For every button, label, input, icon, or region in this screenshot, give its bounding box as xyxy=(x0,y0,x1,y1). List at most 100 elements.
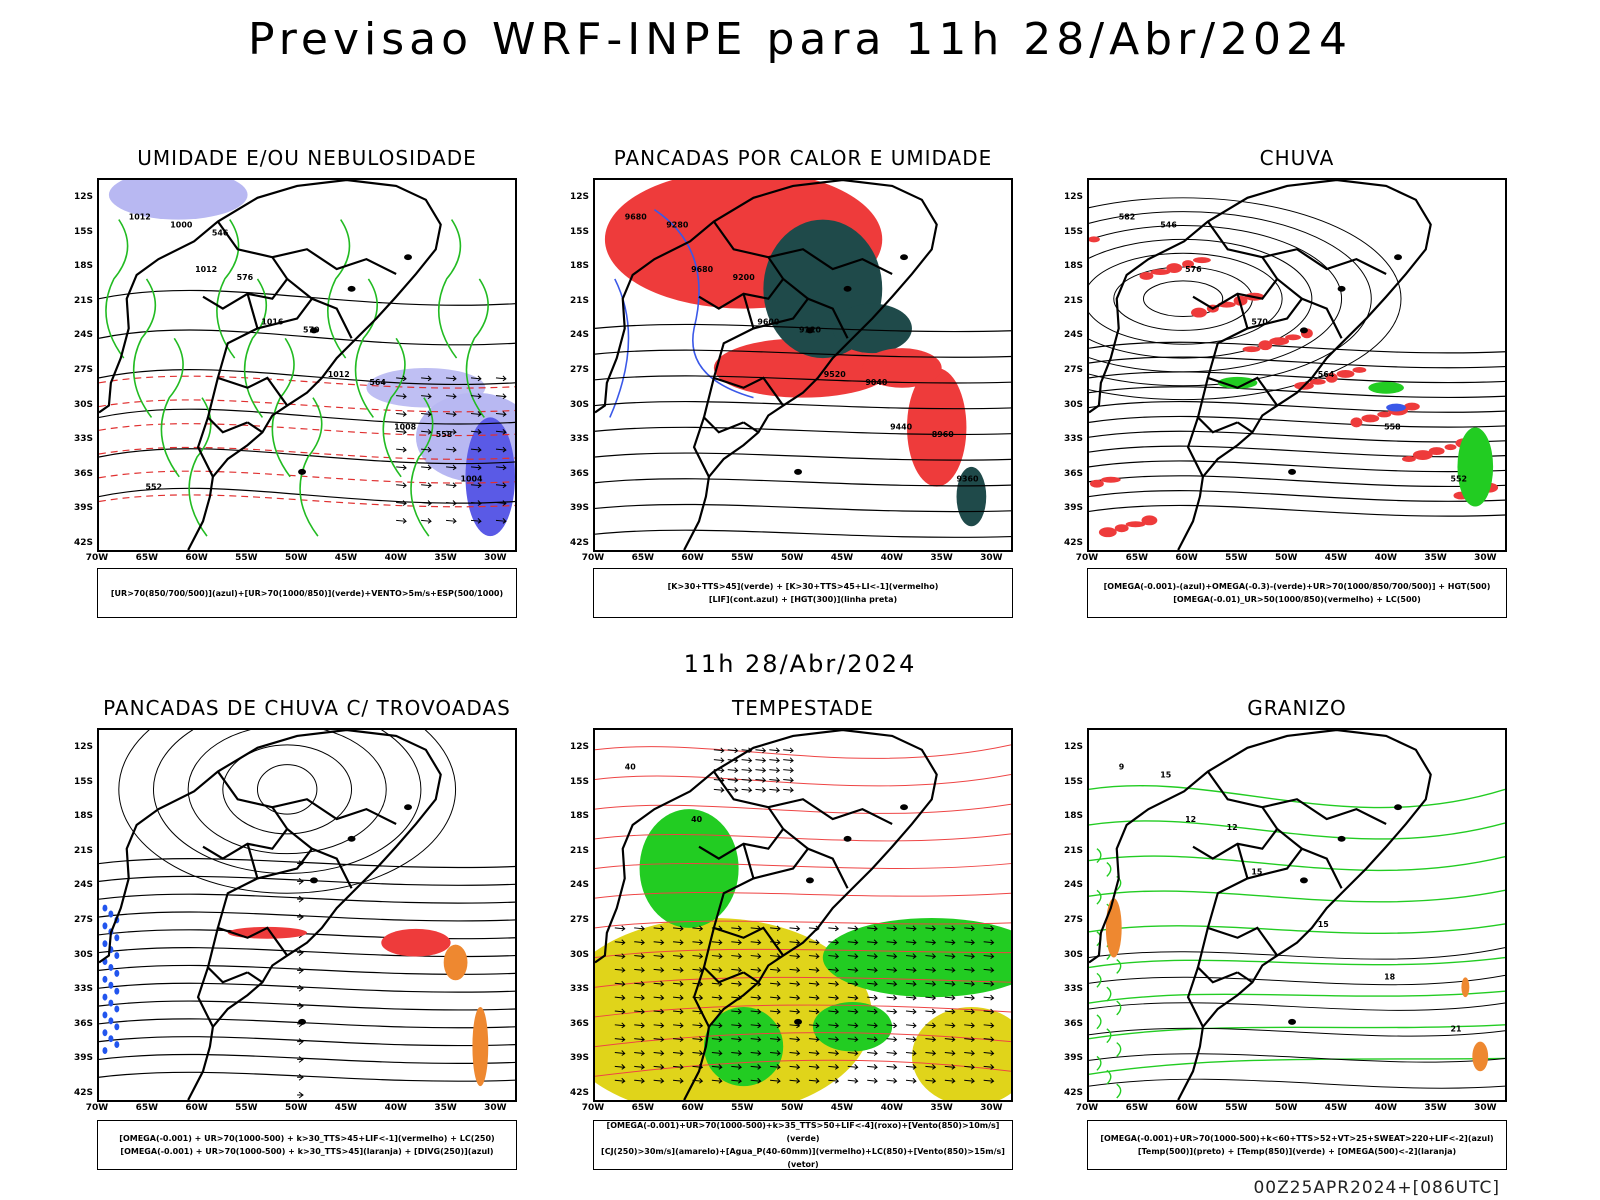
contour-label: 1008 xyxy=(394,422,417,431)
longitude-label: 50W xyxy=(780,1103,804,1113)
latitude-label: 36S xyxy=(1063,1018,1083,1029)
panel-title: PANCADAS DE CHUVA C/ TROVOADAS xyxy=(103,696,511,720)
contour-label: 570 xyxy=(303,325,320,334)
contour-label: 546 xyxy=(1160,220,1177,229)
longitude-label: 65W xyxy=(631,553,655,563)
latitude-label: 21S xyxy=(569,295,589,306)
contour-label: 18 xyxy=(1384,972,1396,981)
latitude-label: 15S xyxy=(1063,226,1083,237)
contour-label: 9680 xyxy=(691,265,714,274)
latitude-label: 12S xyxy=(569,192,589,202)
longitude-label: 30W xyxy=(980,1103,1003,1113)
latitude-label: 12S xyxy=(569,742,589,752)
panel-title: TEMPESTADE xyxy=(732,696,874,720)
contour-label: 21 xyxy=(1451,1025,1462,1034)
latitude-label: 24S xyxy=(569,330,589,341)
latitude-label: 42S xyxy=(1063,1088,1083,1098)
legend-line: [OMEGA(-0.001)+UR>70(1000-500)+k>35_TTS>… xyxy=(606,1121,1000,1143)
latitude-label: 30S xyxy=(569,399,589,410)
longitude-label: 35W xyxy=(930,1103,953,1113)
panel-title: PANCADAS POR CALOR E UMIDADE xyxy=(613,146,993,170)
legend-box: [OMEGA(-0.001) + UR>70(1000-500) + k>30_… xyxy=(97,1120,517,1170)
latitude-label: 39S xyxy=(569,503,589,514)
contour-label: 40 xyxy=(625,763,637,772)
latitude-label: 18S xyxy=(1063,261,1083,272)
latitude-label: 36S xyxy=(1063,468,1083,479)
longitude-label: 50W xyxy=(1274,553,1298,563)
latitude-label: 39S xyxy=(73,1053,93,1064)
forecast-map: 1012 1012 1016 1012 1008 1004 1000 576 570 564 558… xyxy=(97,178,517,552)
longitude-label: 40W xyxy=(1374,1103,1398,1113)
latitude-label: 39S xyxy=(1063,1053,1083,1064)
latitude-label: 27S xyxy=(73,365,93,375)
longitude-label: 45W xyxy=(334,1103,358,1113)
latitude-label: 33S xyxy=(569,984,589,995)
longitude-label: 70W xyxy=(85,1103,109,1113)
legend-box: [K>30+TTS>45](verde) + [K>30+TTS>45+LI<-… xyxy=(593,568,1013,618)
forecast-map: 582 576 570 564 558 552 546 xyxy=(1087,178,1507,552)
latitude-label: 15S xyxy=(73,776,93,787)
legend-line: [Temp(500)](preto) + [Temp(850)](verde) … xyxy=(1137,1147,1457,1156)
legend-line: [UR>70(850/700/500)](azul)+[UR>70(1000/8… xyxy=(110,588,504,598)
contour-label: 558 xyxy=(1384,422,1401,431)
latitude-label: 30S xyxy=(1063,949,1083,960)
longitude-label: 45W xyxy=(1324,1103,1348,1113)
longitude-label: 55W xyxy=(1225,1103,1248,1113)
latitude-label: 24S xyxy=(569,880,589,891)
longitude-label: 70W xyxy=(1075,1103,1099,1113)
latitude-label: 33S xyxy=(1063,434,1083,445)
longitude-label: 50W xyxy=(284,1103,308,1113)
longitude-label: 55W xyxy=(1225,553,1248,563)
longitude-label: 70W xyxy=(581,553,605,563)
contour-label: 564 xyxy=(1318,370,1335,379)
latitude-label: 33S xyxy=(73,434,93,445)
latitude-label: 27S xyxy=(569,915,589,925)
latitude-label: 36S xyxy=(73,468,93,479)
longitude-label: 60W xyxy=(681,1103,704,1113)
longitude-label: 30W xyxy=(1474,553,1497,563)
main-title: Previsao WRF-INPE para 11h 28/Abr/2024 xyxy=(247,14,1352,65)
latitude-label: 27S xyxy=(73,915,93,925)
latitude-label: 42S xyxy=(569,538,589,548)
contour-label: 40 xyxy=(691,815,703,824)
latitude-label: 21S xyxy=(1063,845,1083,856)
latitude-label: 24S xyxy=(73,330,93,341)
latitude-label: 30S xyxy=(569,949,589,960)
forecast-map: 40 40 xyxy=(593,728,1013,1102)
latitude-label: 33S xyxy=(569,434,589,445)
longitude-label: 70W xyxy=(1075,553,1099,563)
contour-label: 8960 xyxy=(932,430,955,439)
contour-label: 9 xyxy=(1119,763,1125,772)
latitude-label: 42S xyxy=(569,1088,589,1098)
latitude-label: 30S xyxy=(1063,399,1083,410)
longitude-label: 65W xyxy=(1125,553,1149,563)
longitude-label: 70W xyxy=(581,1103,605,1113)
latitude-label: 24S xyxy=(73,880,93,891)
latitude-label: 27S xyxy=(569,365,589,375)
longitude-label: 35W xyxy=(930,553,953,563)
contour-label: 12 xyxy=(1185,815,1196,824)
contour-label: 1012 xyxy=(195,265,217,274)
latitude-label: 21S xyxy=(73,295,93,306)
latitude-label: 15S xyxy=(569,776,589,787)
contour-label: 582 xyxy=(1119,213,1136,222)
latitude-label: 15S xyxy=(569,226,589,237)
latitude-label: 42S xyxy=(73,1088,93,1098)
legend-line: [OMEGA(-0.001) + UR>70(1000-500) + k>30_… xyxy=(120,1147,494,1156)
contour-label: 576 xyxy=(237,273,254,282)
forecast-map xyxy=(97,728,517,1102)
latitude-label: 36S xyxy=(569,1018,589,1029)
longitude-label: 65W xyxy=(135,1103,159,1113)
legend-line: [K>30+TTS>45](verde) + [K>30+TTS>45+LI<-… xyxy=(667,582,939,591)
contour-label: 15 xyxy=(1318,920,1329,929)
longitude-label: 60W xyxy=(185,553,208,563)
contour-label: 1004 xyxy=(461,475,484,484)
longitude-label: 30W xyxy=(484,1103,507,1113)
latitude-label: 39S xyxy=(73,503,93,514)
legend-line: [OMEGA(-0.001)-(azul)+OMEGA(-0.3)-(verde… xyxy=(1103,582,1491,591)
country-borders xyxy=(595,730,938,1100)
latitude-label: 12S xyxy=(1063,742,1083,752)
latitude-label: 12S xyxy=(1063,192,1083,202)
legend-line: [CJ(250)>30m/s](amarelo)+[Agua_P(40-60mm… xyxy=(601,1147,1005,1169)
latitude-label: 18S xyxy=(1063,811,1083,822)
